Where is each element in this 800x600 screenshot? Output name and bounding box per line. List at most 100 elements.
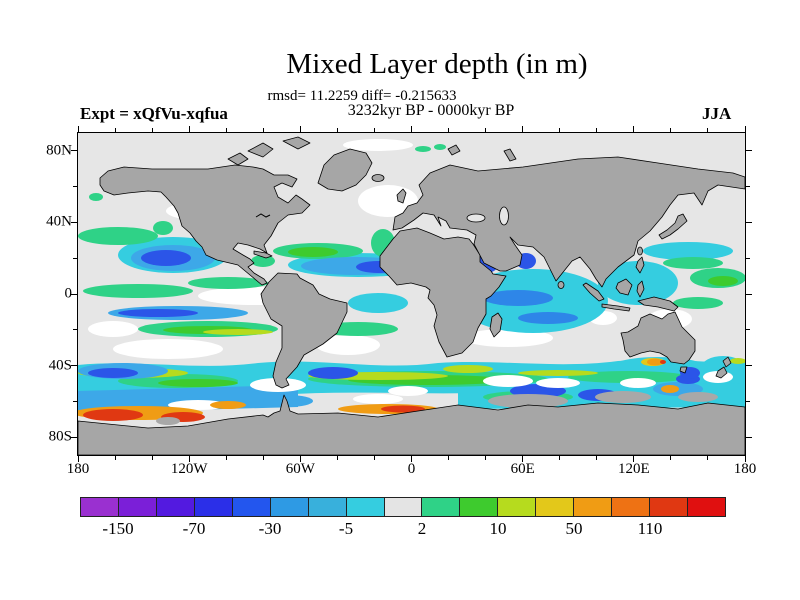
colorbar-segment-11	[497, 497, 537, 517]
period-line: 3232kyr BP - 0000kyr BP	[347, 102, 515, 119]
island-tasmania	[679, 366, 688, 374]
arctic-island-novaya-zemlya	[503, 148, 517, 162]
x-tick-top	[188, 126, 190, 132]
x-tick-bottom	[262, 456, 264, 460]
y-tick-right	[746, 257, 750, 259]
x-tick-top	[225, 128, 227, 132]
y-tick-left	[71, 293, 77, 295]
blue-patches	[78, 245, 703, 413]
x-tick-bottom	[448, 456, 450, 460]
experiment-label: Expt = xQfVu-xqfua	[80, 104, 228, 123]
stats-line: rmsd= 11.2259 diff= -0.215633	[267, 88, 457, 104]
island-new-guinea	[637, 296, 679, 312]
x-tick-bottom	[299, 456, 301, 462]
x-tick-top	[151, 128, 153, 132]
colorbar-label: 2	[417, 519, 427, 538]
y-axis-label: 0	[64, 285, 73, 302]
island-uk	[396, 188, 407, 204]
island-sulawesi	[636, 280, 645, 298]
y-axis-label: 40N	[46, 213, 72, 230]
x-tick-bottom	[411, 456, 412, 462]
x-tick-top	[114, 128, 116, 132]
island-philippines	[635, 256, 645, 274]
x-tick-top	[485, 128, 487, 132]
x-tick-bottom	[485, 456, 487, 460]
colorbar-segment-8	[383, 497, 423, 517]
continent-antarctica	[78, 394, 745, 455]
x-tick-bottom	[373, 456, 375, 460]
x-axis-label: 60W	[285, 461, 315, 477]
x-tick-bottom	[151, 456, 153, 460]
x-tick-bottom	[522, 456, 524, 462]
island-taiwan	[637, 246, 643, 256]
colorbar-segment-4	[231, 497, 271, 517]
x-tick-bottom	[707, 456, 709, 460]
colorbar-segment-10	[459, 497, 499, 517]
colorbar	[80, 497, 726, 517]
island-new-zealand-south	[715, 366, 728, 379]
arctic-island-1	[247, 142, 274, 158]
y-tick-left	[71, 436, 77, 438]
y-tick-left	[73, 329, 77, 331]
continent-eurasia	[392, 156, 745, 288]
x-tick-top	[596, 128, 598, 132]
x-tick-bottom	[633, 456, 635, 462]
colorbar-segment-5	[269, 497, 309, 517]
colorbar-segment-7	[345, 497, 385, 517]
x-tick-top	[411, 126, 412, 132]
colorbar-label: -70	[182, 519, 206, 538]
island-japan	[658, 213, 688, 240]
colorbar-segment-13	[573, 497, 613, 517]
x-axis-label: 120E	[617, 461, 650, 477]
x-tick-bottom	[596, 456, 598, 460]
season-label: JJA	[702, 104, 732, 123]
y-tick-left	[71, 365, 77, 367]
colorbar-segment-15	[649, 497, 688, 517]
caspian-sea	[499, 206, 509, 226]
masked-gray-patches	[156, 391, 718, 425]
x-tick-bottom	[77, 456, 79, 462]
island-cuba	[253, 250, 273, 259]
colorbar-segment-14	[611, 497, 651, 517]
x-tick-bottom	[744, 456, 746, 462]
y-axis-label: 80S	[48, 428, 72, 445]
colorbar-label: 10	[489, 519, 507, 538]
x-axis-label: 180	[66, 461, 90, 477]
map-canvas	[78, 133, 745, 455]
x-tick-top	[77, 126, 79, 132]
y-tick-left	[71, 150, 77, 152]
colorbar-segment-9	[421, 497, 461, 517]
island-madagascar	[489, 312, 503, 338]
x-tick-bottom	[225, 456, 227, 460]
continents	[78, 136, 745, 455]
y-tick-right	[746, 329, 750, 331]
y-tick-right	[746, 221, 752, 223]
arctic-island-svalbard	[447, 144, 461, 156]
y-axis-label: 40S	[48, 357, 72, 374]
island-new-zealand-north	[722, 356, 732, 368]
x-tick-bottom	[670, 456, 672, 460]
x-tick-top	[559, 128, 561, 132]
x-axis-label: 60E	[510, 461, 535, 477]
island-sumatra	[582, 282, 605, 302]
y-tick-left	[71, 221, 77, 223]
y-tick-right	[746, 365, 752, 367]
island-iceland	[371, 174, 385, 182]
y-tick-right	[746, 436, 752, 438]
colorbar-label: -5	[338, 519, 354, 538]
island-sri-lanka	[557, 281, 565, 289]
x-tick-top	[522, 126, 524, 132]
y-tick-right	[746, 186, 750, 188]
x-tick-bottom	[336, 456, 338, 460]
x-axis-label: 120W	[170, 461, 208, 477]
colorbar-segment-1	[117, 497, 157, 517]
y-tick-right	[746, 150, 752, 152]
x-tick-top	[744, 126, 746, 132]
x-tick-bottom	[188, 456, 190, 462]
inland-seas	[255, 206, 509, 226]
island-borneo	[615, 278, 633, 296]
continent-greenland	[317, 148, 373, 192]
colorbar-label: 110	[637, 519, 663, 538]
page-title: Mixed Layer depth (in m)	[286, 48, 588, 80]
